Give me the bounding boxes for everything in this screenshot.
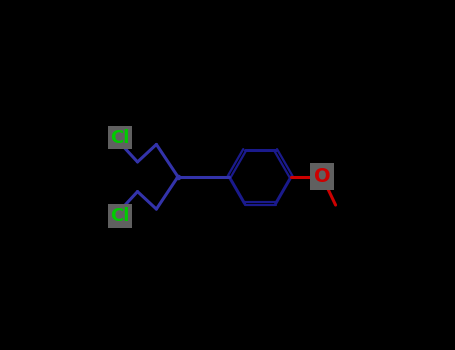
Text: O: O [314, 167, 330, 186]
Text: Cl: Cl [110, 207, 130, 225]
Text: Cl: Cl [110, 129, 130, 147]
